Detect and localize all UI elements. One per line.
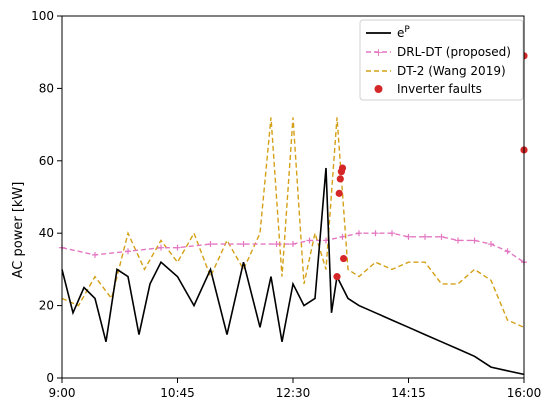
y-axis-label: AC power [kW]: [11, 182, 26, 279]
series-marker-1-12: [356, 230, 362, 237]
series-marker-1-11: [339, 233, 346, 240]
legend-label-faults: Inverter faults: [397, 82, 482, 96]
y-tick-label-3: 60: [39, 154, 54, 168]
x-axis-ticks: 9:00 10:45 12:30 14:15 16:00: [49, 378, 542, 400]
series-marker-1-1: [92, 251, 98, 258]
series-marker-1-7: [273, 241, 280, 248]
legend-label-drl-dt: DRL-DT (proposed): [397, 45, 511, 59]
fault-point-4: [338, 164, 347, 172]
fault-point-5: [340, 254, 348, 263]
legend-marker-drl-dt: +: [374, 46, 383, 59]
series-marker-1-16: [422, 233, 428, 240]
y-tick-label-2: 40: [39, 226, 54, 240]
x-tick-label-0: 9:00: [49, 386, 76, 400]
legend-label-actual-base: e: [397, 26, 404, 40]
x-tick-label-3: 14:15: [391, 386, 426, 400]
legend-label-dt2: DT-2 (Wang 2019): [397, 64, 506, 78]
series-marker-1-9: [306, 237, 313, 244]
series-line-2: [61, 117, 525, 328]
series-marker-1-14: [389, 230, 395, 237]
series-marker-1-6: [240, 241, 247, 248]
series-line-1: [61, 232, 525, 263]
plot-frame: [61, 15, 525, 379]
series-marker-1-8: [290, 241, 296, 248]
legend-label-actual-sup: P: [404, 25, 410, 35]
fault-point-1: [335, 189, 343, 197]
y-tick-label-1: 20: [39, 299, 54, 313]
legend-label-actual: eP: [397, 25, 410, 40]
series-marker-1-5: [207, 241, 214, 248]
x-tick-label-4: 16:00: [507, 386, 542, 400]
series-marker-1-21: [504, 248, 511, 255]
fault-point-2: [336, 175, 344, 183]
plot-area: [59, 52, 528, 376]
series-marker-1-17: [438, 233, 445, 240]
series-marker-1-15: [405, 233, 412, 240]
y-tick-label-5: 100: [31, 9, 54, 23]
legend-box: [359, 19, 524, 101]
y-tick-label-4: 80: [39, 81, 54, 95]
series-marker-1-3: [158, 244, 164, 251]
series-marker-1-4: [174, 244, 181, 251]
y-axis-ticks: 0 20 40 60 80 100: [31, 9, 62, 385]
series-marker-1-20: [488, 241, 494, 248]
y-tick-label-0: 0: [46, 371, 54, 385]
series-marker-1-18: [455, 237, 461, 244]
legend-marker-faults: [374, 85, 383, 93]
series-line-0: [61, 167, 525, 376]
series-marker-1-19: [471, 237, 478, 244]
fault-point-0: [333, 273, 341, 281]
x-tick-label-1: 10:45: [160, 386, 195, 400]
legend: eP + DRL-DT (proposed) DT-2 (Wang 2019) …: [359, 19, 524, 101]
series-marker-1-2: [125, 248, 131, 255]
series-marker-1-13: [372, 230, 379, 237]
x-tick-label-2: 12:30: [276, 386, 311, 400]
